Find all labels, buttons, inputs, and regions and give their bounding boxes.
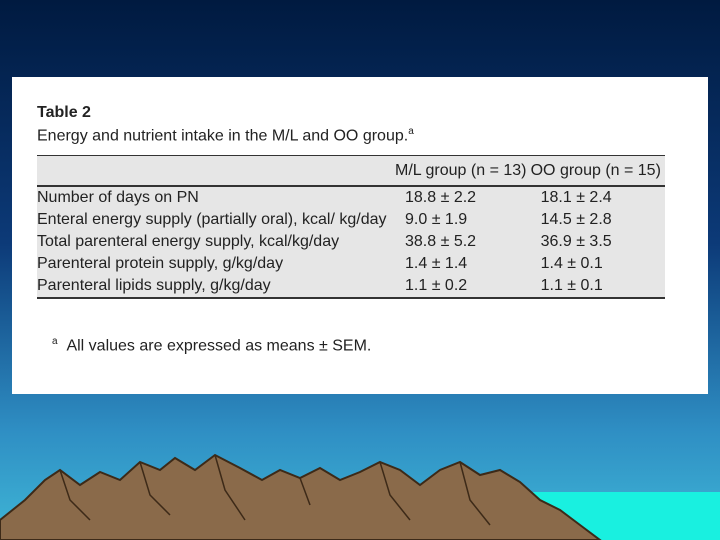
header-row: M/L group (n = 13) OO group (n = 15) [37, 156, 665, 186]
cell-value: 1.4 ± 1.4 [405, 255, 468, 272]
row-label: Total parenteral energy supply, kcal/kg/… [37, 233, 340, 250]
cell-value: 9.0 ± 1.9 [405, 211, 468, 228]
cell-value: 1.1 ± 0.2 [405, 277, 468, 294]
caption-text: Energy and nutrient intake in the M/L an… [37, 127, 409, 145]
cell-value: 18.1 ± 2.4 [540, 189, 612, 206]
cell-value: 14.5 ± 2.8 [540, 211, 612, 228]
table: M/L group (n = 13) OO group (n = 15) Numb… [37, 156, 665, 297]
row-label: Parenteral lipids supply, g/kg/day [37, 277, 271, 294]
row-label: Parenteral protein supply, g/kg/day [37, 255, 284, 272]
header-cell: OO group (n = 15) [530, 162, 661, 179]
mountain-ridges [59, 454, 491, 526]
table-row: Parenteral lipids supply, g/kg/day 1.1 ± … [37, 275, 665, 297]
table-row: Total parenteral energy supply, kcal/kg/… [37, 231, 665, 253]
footnote-text: All values are expressed as means ± SEM. [66, 337, 372, 355]
caption-note-mark: a [408, 126, 414, 137]
row-label: Number of days on PN [37, 189, 199, 206]
header-cell [37, 156, 395, 186]
row-label: Enteral energy supply (partially oral), … [37, 211, 387, 228]
table-panel: Table 2 Energy and nutrient intake in th… [12, 77, 708, 394]
table-row: Number of days on PN 18.8 ± 2.2 18.1 ± 2.4 [37, 186, 665, 209]
table-title: Table 2 [37, 104, 91, 121]
header-cell: M/L group (n = 13) [395, 162, 527, 179]
cell-value: 1.1 ± 0.1 [540, 277, 603, 294]
table-row: Enteral energy supply (partially oral), … [37, 209, 665, 231]
table-row: Parenteral protein supply, g/kg/day 1.4 ±… [37, 253, 665, 275]
table-frame: M/L group (n = 13) OO group (n = 15) Numb… [37, 155, 665, 299]
cell-value: 1.4 ± 0.1 [540, 255, 603, 272]
footnote: a All values are expressed as means ± SE… [52, 336, 371, 355]
cell-value: 38.8 ± 5.2 [405, 233, 477, 250]
table-caption: Energy and nutrient intake in the M/L an… [37, 126, 414, 145]
cell-value: 18.8 ± 2.2 [405, 189, 477, 206]
footnote-mark: a [52, 336, 58, 347]
cell-value: 36.9 ± 3.5 [540, 233, 612, 250]
table-body: Number of days on PN 18.8 ± 2.2 18.1 ± 2.4… [37, 186, 665, 297]
